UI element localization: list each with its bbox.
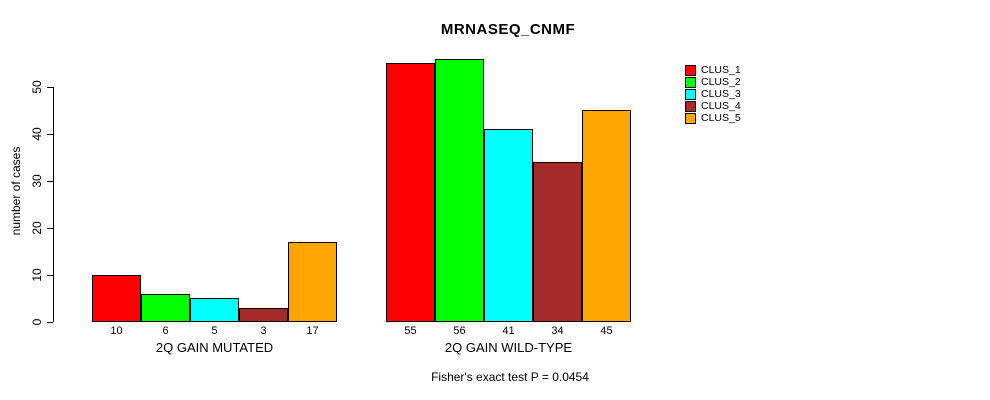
y-tick-label: 30 — [30, 174, 44, 188]
y-tick — [47, 227, 53, 229]
bar-value-label: 45 — [600, 325, 613, 337]
bar — [533, 162, 582, 322]
bar-value-label: 3 — [260, 325, 267, 337]
bar — [582, 110, 631, 322]
y-tick-label: 20 — [30, 221, 44, 235]
bar-value-label: 34 — [551, 325, 564, 337]
legend-swatch — [685, 64, 696, 76]
y-tick — [47, 274, 53, 276]
legend-label: CLUS_4 — [701, 100, 741, 112]
bar — [239, 308, 288, 322]
legend-row: CLUS_2 — [685, 76, 741, 88]
legend-swatch — [685, 112, 696, 124]
stat-test-annotation: Fisher's exact test P = 0.0454 — [431, 370, 589, 384]
group-label: 2Q GAIN MUTATED — [155, 340, 274, 355]
y-tick — [47, 86, 53, 88]
y-tick-label: 50 — [30, 80, 44, 94]
legend-row: CLUS_4 — [685, 100, 741, 112]
legend-row: CLUS_1 — [685, 64, 741, 76]
legend-row: CLUS_3 — [685, 88, 741, 100]
y-axis-title: number of cases — [9, 146, 23, 236]
bar-value-label: 5 — [211, 325, 218, 337]
group-label: 2Q GAIN WILD-TYPE — [444, 340, 573, 355]
y-tick — [47, 180, 53, 182]
bar — [92, 275, 141, 322]
bar — [386, 63, 435, 322]
bar-value-label: 10 — [110, 325, 123, 337]
bar-value-label: 56 — [453, 325, 466, 337]
legend-row: CLUS_5 — [685, 112, 741, 124]
legend-swatch — [685, 88, 696, 100]
legend-swatch — [685, 100, 696, 112]
y-axis-line — [53, 87, 54, 322]
bar — [484, 129, 533, 322]
legend-label: CLUS_3 — [701, 88, 741, 100]
bar-value-label: 17 — [306, 325, 319, 337]
y-tick-label: 10 — [30, 268, 44, 282]
y-tick — [47, 321, 53, 323]
legend: CLUS_1 CLUS_2 CLUS_3 CLUS_4 CLUS_5 — [685, 64, 741, 124]
bar — [288, 242, 337, 322]
bar-value-label: 55 — [404, 325, 417, 337]
legend-label: CLUS_5 — [701, 112, 741, 124]
bar-value-label: 6 — [162, 325, 169, 337]
bar — [141, 294, 190, 322]
legend-label: CLUS_1 — [701, 64, 741, 76]
bar — [190, 298, 239, 322]
y-tick — [47, 133, 53, 135]
y-tick-label: 40 — [30, 127, 44, 141]
bar — [435, 59, 484, 322]
chart-title: MRNASEQ_CNMF — [440, 21, 576, 38]
bar-value-label: 41 — [502, 325, 515, 337]
y-tick-label: 0 — [30, 318, 44, 326]
legend-label: CLUS_2 — [701, 76, 741, 88]
legend-swatch — [685, 76, 696, 88]
